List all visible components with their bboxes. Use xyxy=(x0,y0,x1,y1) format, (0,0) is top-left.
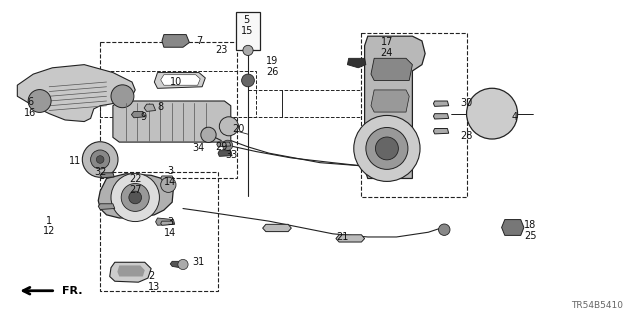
Text: 9: 9 xyxy=(140,112,147,122)
Text: 21: 21 xyxy=(336,232,349,242)
Text: FR.: FR. xyxy=(62,286,83,296)
Polygon shape xyxy=(336,235,365,242)
Polygon shape xyxy=(161,221,173,225)
Text: 5
15: 5 15 xyxy=(241,15,253,35)
Polygon shape xyxy=(117,265,145,277)
Polygon shape xyxy=(262,224,291,232)
Circle shape xyxy=(28,90,51,112)
Circle shape xyxy=(376,137,398,160)
Bar xyxy=(100,42,237,178)
Bar xyxy=(362,33,467,197)
Circle shape xyxy=(366,128,408,169)
Text: 3
14: 3 14 xyxy=(164,217,177,238)
Circle shape xyxy=(178,259,188,270)
Polygon shape xyxy=(154,72,205,88)
Text: 34: 34 xyxy=(193,144,205,153)
Polygon shape xyxy=(502,219,524,235)
Polygon shape xyxy=(348,58,366,68)
Circle shape xyxy=(354,115,420,182)
Polygon shape xyxy=(371,90,409,112)
Circle shape xyxy=(242,74,254,87)
Polygon shape xyxy=(99,204,115,210)
Text: 33: 33 xyxy=(226,150,238,160)
Text: 20: 20 xyxy=(232,124,244,135)
Polygon shape xyxy=(365,36,425,178)
Circle shape xyxy=(161,177,176,192)
Circle shape xyxy=(111,173,159,222)
Bar xyxy=(100,172,218,291)
Text: TR54B5410: TR54B5410 xyxy=(571,301,623,310)
Polygon shape xyxy=(492,114,516,121)
Polygon shape xyxy=(17,65,135,122)
Circle shape xyxy=(91,150,109,169)
Polygon shape xyxy=(161,75,200,85)
Text: 2
13: 2 13 xyxy=(148,271,160,292)
Polygon shape xyxy=(371,58,412,80)
Text: 18
25: 18 25 xyxy=(524,220,536,241)
Circle shape xyxy=(220,117,239,136)
Polygon shape xyxy=(170,261,188,268)
Text: 32: 32 xyxy=(94,167,106,177)
Text: 23: 23 xyxy=(215,45,227,56)
Circle shape xyxy=(111,85,134,108)
Circle shape xyxy=(83,142,118,177)
Polygon shape xyxy=(468,114,492,121)
Polygon shape xyxy=(433,129,449,134)
Circle shape xyxy=(129,191,141,204)
Text: 29: 29 xyxy=(215,142,227,152)
Polygon shape xyxy=(433,114,449,119)
Text: 6
16: 6 16 xyxy=(24,97,36,118)
Text: 19
26: 19 26 xyxy=(266,56,278,77)
Polygon shape xyxy=(144,104,156,111)
Circle shape xyxy=(243,45,253,56)
Polygon shape xyxy=(492,106,516,114)
Text: 10: 10 xyxy=(170,77,182,87)
Polygon shape xyxy=(131,111,145,118)
Polygon shape xyxy=(100,173,114,178)
Polygon shape xyxy=(99,174,173,218)
Circle shape xyxy=(201,127,216,143)
Polygon shape xyxy=(109,262,151,282)
Polygon shape xyxy=(162,34,189,47)
Text: 1
12: 1 12 xyxy=(43,216,56,236)
Text: 17
24: 17 24 xyxy=(381,37,393,58)
Bar xyxy=(100,71,256,117)
Text: 4: 4 xyxy=(511,112,517,122)
Text: 30: 30 xyxy=(460,98,472,108)
Polygon shape xyxy=(113,101,231,142)
Circle shape xyxy=(467,88,518,139)
Polygon shape xyxy=(433,101,449,106)
Circle shape xyxy=(223,140,233,150)
Text: 11: 11 xyxy=(68,156,81,166)
Text: 7: 7 xyxy=(196,36,202,46)
Polygon shape xyxy=(156,218,175,225)
Polygon shape xyxy=(468,106,492,114)
Text: 31: 31 xyxy=(193,257,205,267)
Polygon shape xyxy=(161,176,173,180)
Polygon shape xyxy=(218,151,232,156)
Circle shape xyxy=(97,156,104,163)
Polygon shape xyxy=(217,142,231,147)
Text: 3
14: 3 14 xyxy=(164,167,177,187)
Circle shape xyxy=(438,224,450,235)
Bar xyxy=(236,12,260,50)
Text: 8: 8 xyxy=(157,102,164,112)
Text: 28: 28 xyxy=(460,131,472,141)
Text: 22
27: 22 27 xyxy=(129,174,141,195)
Circle shape xyxy=(121,183,149,211)
